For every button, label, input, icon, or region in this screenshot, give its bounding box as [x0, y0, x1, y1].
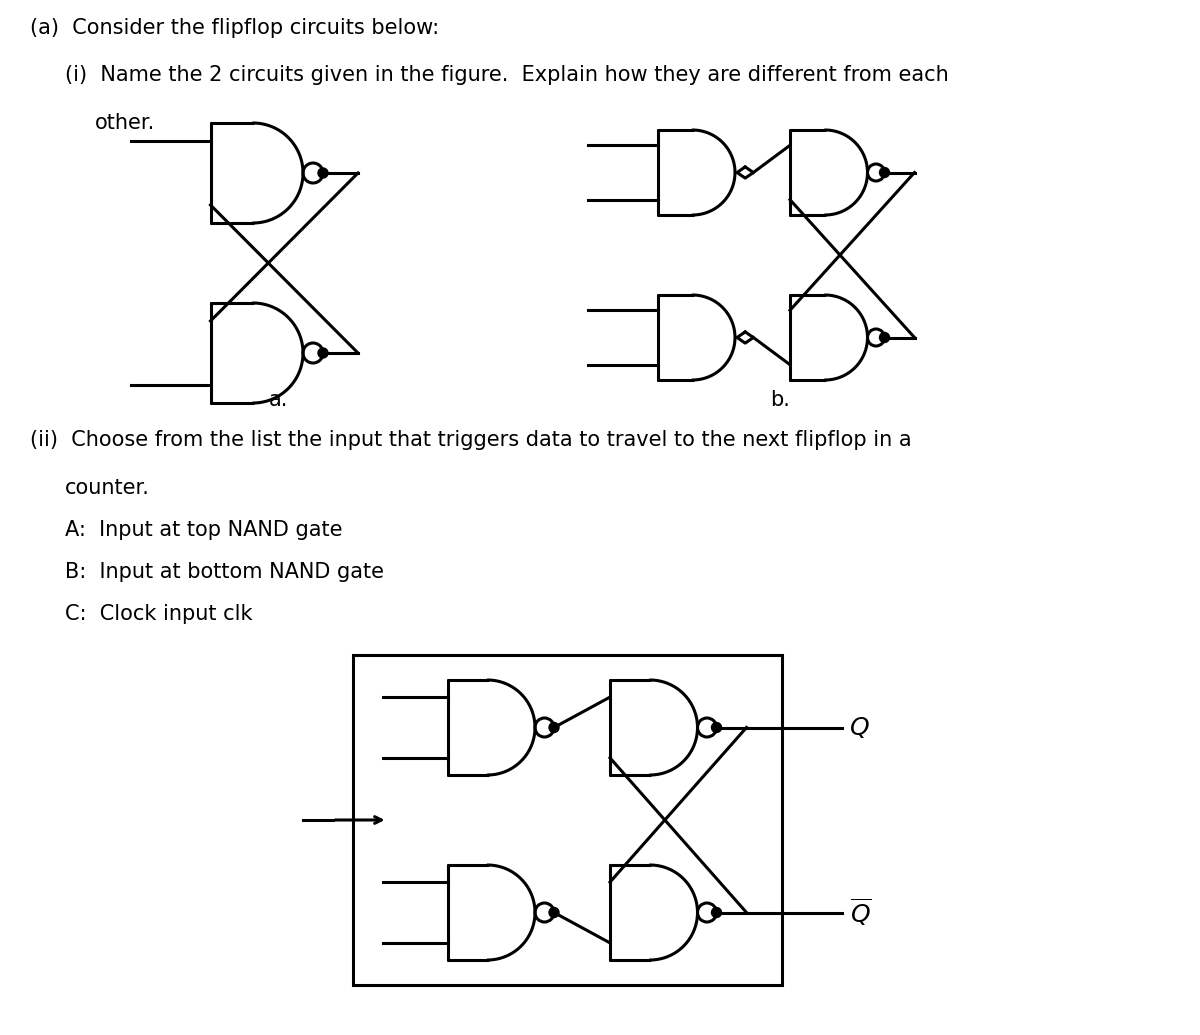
Circle shape: [712, 908, 721, 917]
Circle shape: [550, 722, 559, 733]
Text: (i)  Name the 2 circuits given in the figure.  Explain how they are different fr: (i) Name the 2 circuits given in the fig…: [65, 65, 949, 85]
Text: $\overline{Q}$: $\overline{Q}$: [850, 896, 871, 928]
Circle shape: [550, 908, 559, 917]
Bar: [353, 655, 781, 985]
Circle shape: [318, 168, 328, 178]
Text: C:  Clock input clk: C: Clock input clk: [65, 604, 252, 624]
Circle shape: [880, 332, 889, 343]
Text: A:  Input at top NAND gate: A: Input at top NAND gate: [65, 520, 342, 540]
Circle shape: [712, 722, 721, 733]
Text: (a)  Consider the flipflop circuits below:: (a) Consider the flipflop circuits below…: [30, 18, 439, 38]
Circle shape: [880, 168, 889, 177]
Text: counter.: counter.: [65, 478, 150, 498]
Text: B:  Input at bottom NAND gate: B: Input at bottom NAND gate: [65, 562, 384, 582]
Text: Q: Q: [850, 715, 869, 739]
Text: other.: other.: [95, 113, 155, 134]
Text: (ii)  Choose from the list the input that triggers data to travel to the next fl: (ii) Choose from the list the input that…: [30, 430, 912, 450]
Circle shape: [318, 348, 328, 358]
Text: a.: a.: [269, 390, 288, 410]
Text: b.: b.: [770, 390, 790, 410]
